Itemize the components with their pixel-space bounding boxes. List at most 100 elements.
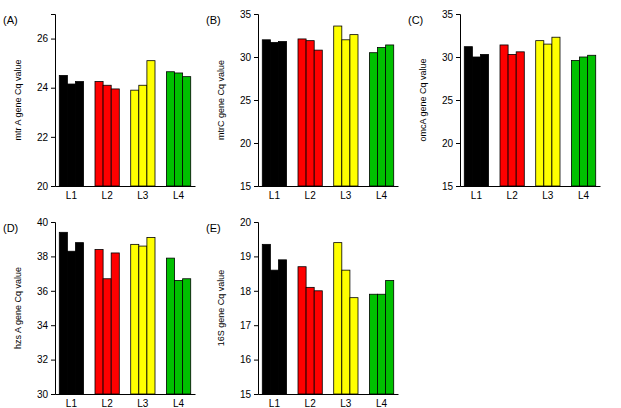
- bar: [378, 294, 386, 394]
- bar: [378, 48, 386, 186]
- bar: [262, 244, 270, 394]
- x-axis: L1 L2 L3 L4: [461, 186, 601, 201]
- tick: 30: [240, 52, 258, 63]
- bar: [278, 260, 286, 394]
- tick-label: 15: [240, 181, 252, 192]
- bar: [500, 45, 508, 186]
- x-axis: L1L2L3L4: [259, 186, 399, 201]
- tick-mark: [254, 100, 258, 101]
- panel-label: (D): [3, 222, 18, 234]
- tick-label: 34: [37, 320, 49, 331]
- tick: L4: [173, 186, 185, 201]
- tick-label: L1: [471, 190, 483, 201]
- panel: 20222426L1L2L3L4mtr A gene Cq value(A): [3, 14, 196, 201]
- tick: L4: [173, 394, 185, 408]
- tick: L3: [340, 186, 352, 201]
- tick: 35: [240, 9, 258, 20]
- tick-mark: [254, 222, 258, 223]
- bar: [95, 250, 103, 394]
- tick: L4: [376, 186, 388, 201]
- tick: L2: [305, 394, 317, 408]
- tick-label: 36: [37, 286, 49, 297]
- axis-title: hzs A gene Cq value: [13, 267, 23, 349]
- tick-mark: [254, 57, 258, 58]
- tick: L4: [578, 186, 590, 201]
- tick-mark: [51, 360, 55, 361]
- tick: L3: [137, 394, 149, 408]
- tick-mark: [254, 325, 258, 326]
- bar: [342, 40, 350, 186]
- tick-label: 30: [442, 52, 454, 63]
- panel-label: (E): [206, 222, 221, 234]
- tick-label: 35: [240, 9, 252, 20]
- tick-label: 20: [37, 181, 49, 192]
- tick-mark: [254, 291, 258, 292]
- tick-label: 22: [37, 132, 49, 143]
- tick-label: L2: [102, 398, 114, 408]
- tick: L2: [102, 186, 114, 201]
- y-axis: 1520253035: [240, 9, 259, 192]
- tick-mark: [456, 57, 460, 58]
- tick-label: 25: [240, 95, 252, 106]
- tick-label: 20: [240, 217, 252, 228]
- y-axis: 15 20 25 30 35: [442, 9, 461, 192]
- tick-mark: [456, 100, 460, 101]
- bars: [59, 232, 190, 394]
- axis-line: [461, 186, 601, 187]
- bar: [306, 41, 314, 186]
- tick-label: L1: [66, 190, 78, 201]
- bar: [270, 42, 278, 186]
- tick: 25: [442, 95, 460, 106]
- bars: [262, 26, 393, 186]
- tick-mark: [51, 186, 55, 187]
- figure: 20222426L1L2L3L4mtr A gene Cq value(A)15…: [0, 0, 621, 408]
- bar: [298, 267, 306, 394]
- bar: [262, 40, 270, 186]
- axis-line: [254, 223, 259, 395]
- tick: 15: [442, 181, 460, 192]
- tick: 20: [37, 181, 55, 192]
- bar: [67, 251, 75, 394]
- x-axis: L1 L2 L3 L4: [56, 186, 196, 201]
- axis-title: omcA gene Cq value: [418, 58, 428, 141]
- tick-mark: [254, 256, 258, 257]
- tick: 34: [37, 320, 55, 331]
- bar: [536, 41, 544, 186]
- tick-label: 30: [37, 389, 49, 400]
- bar: [270, 270, 278, 394]
- axis-line: [56, 394, 196, 395]
- axis-line: [456, 15, 461, 187]
- axis-line: [259, 186, 399, 187]
- tick-mark: [51, 325, 55, 326]
- axis-line: [51, 223, 56, 395]
- axis-line: [56, 186, 196, 187]
- bar: [59, 232, 67, 394]
- bar: [166, 72, 174, 186]
- bar: [480, 54, 488, 186]
- bar: [334, 26, 342, 186]
- bar: [350, 298, 358, 394]
- bar: [166, 258, 174, 394]
- bar: [580, 57, 588, 186]
- tick: L2: [507, 186, 519, 201]
- bar: [314, 291, 322, 394]
- tick-label: 38: [37, 251, 49, 262]
- x-axis: L1 L2 L3 L4: [56, 394, 196, 408]
- tick: L1: [66, 394, 78, 408]
- x-axis: L1L2L3L4: [259, 394, 399, 408]
- axis-title: mtrC gene Cq value: [216, 60, 226, 140]
- tick-label: L3: [542, 190, 554, 201]
- tick-label: 35: [442, 9, 454, 20]
- axis-line: [254, 15, 259, 187]
- tick-label: 26: [37, 33, 49, 44]
- tick: 35: [442, 9, 460, 20]
- tick-label: 20: [442, 138, 454, 149]
- tick-label: L3: [137, 190, 149, 201]
- bars: [262, 243, 393, 394]
- bars: [59, 61, 190, 186]
- axis-title: mtr A gene Cq value: [13, 59, 23, 140]
- tick-label: L3: [340, 398, 352, 408]
- bar: [350, 35, 358, 186]
- tick: 26: [37, 33, 55, 44]
- tick: 15: [240, 389, 258, 400]
